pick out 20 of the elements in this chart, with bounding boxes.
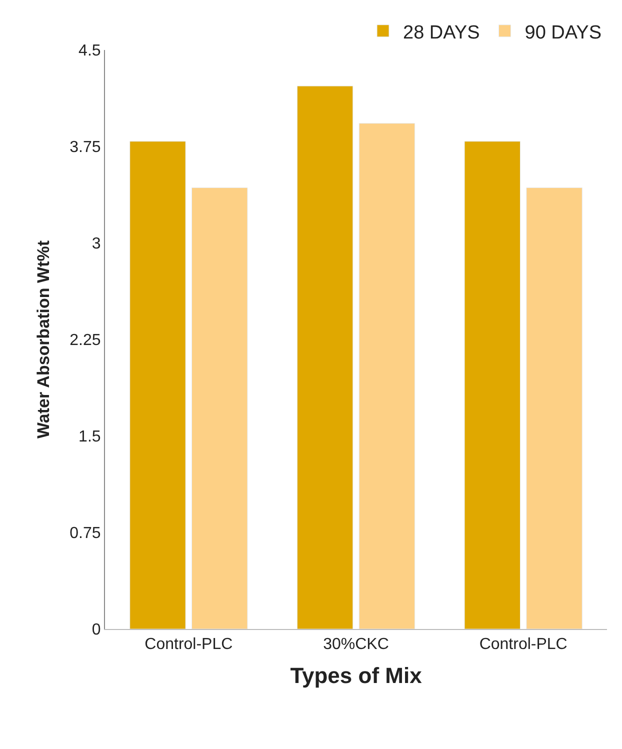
bar: [526, 187, 582, 629]
y-axis-title: Water Absorbation Wt%t: [34, 240, 54, 439]
x-axis-title: Types of Mix: [290, 663, 423, 688]
legend-label: 90 DAYS: [524, 22, 602, 44]
y-tick-label: 4.5: [78, 42, 101, 60]
bar: [192, 187, 248, 629]
y-tick-label: 1.5: [78, 428, 101, 446]
y-tick-label: 0.75: [70, 525, 101, 542]
y-tick-label: 3: [92, 236, 101, 253]
legend-label: 28 DAYS: [403, 22, 480, 44]
bar: [464, 141, 520, 629]
x-tick-label: 30%CKC: [323, 636, 389, 654]
x-tick-label: Control-PLC: [144, 636, 233, 654]
y-tick-label: 0: [92, 622, 101, 639]
y-tick-label: 3.75: [70, 139, 101, 156]
x-tick-label: Control-PLC: [479, 636, 568, 654]
bar: [296, 86, 354, 629]
bar: [130, 141, 186, 629]
y-tick-label: 2.25: [70, 332, 101, 350]
bar: [358, 123, 416, 629]
